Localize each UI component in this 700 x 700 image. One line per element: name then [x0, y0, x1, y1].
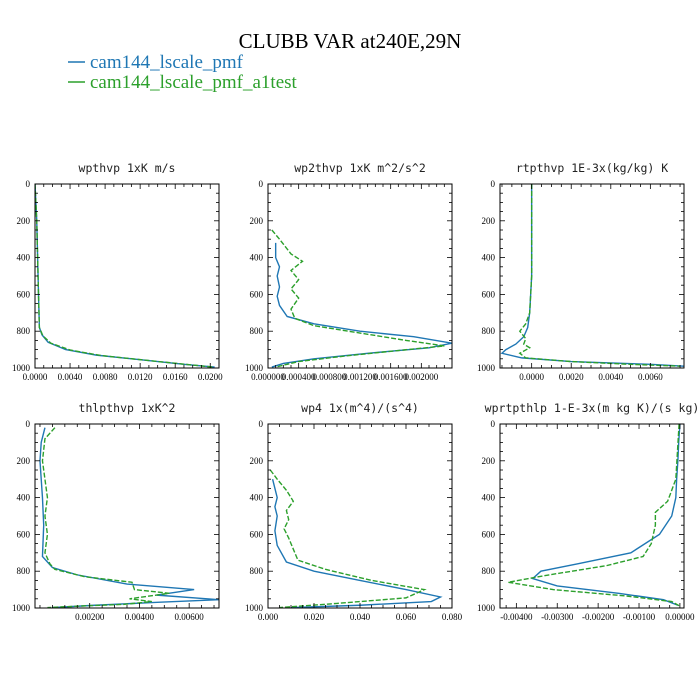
- x-tick-label: 0.0040: [58, 372, 83, 382]
- y-tick-label: 800: [250, 326, 264, 336]
- x-tick-label: -0.00400: [500, 612, 533, 622]
- y-tick-label: 600: [482, 529, 496, 539]
- y-tick-label: 0: [259, 179, 264, 189]
- y-tick-label: 400: [482, 493, 496, 503]
- y-tick-label: 400: [482, 253, 496, 263]
- y-tick-label: 400: [17, 493, 31, 503]
- x-tick-label: 0.002000: [404, 372, 438, 382]
- y-tick-label: 0: [26, 179, 31, 189]
- x-tick-label: 0.000000: [251, 372, 285, 382]
- y-tick-label: 400: [250, 493, 264, 503]
- y-tick-label: 800: [250, 566, 264, 576]
- y-tick-label: 200: [17, 216, 31, 226]
- series-line-1: [39, 427, 219, 608]
- series-line-2: [35, 184, 213, 368]
- y-tick-label: 0: [491, 419, 496, 429]
- x-tick-label: 0.00200: [75, 612, 105, 622]
- x-tick-label: 0.00000: [665, 612, 695, 622]
- x-tick-label: 0.001200: [343, 372, 377, 382]
- y-tick-label: 400: [17, 253, 31, 263]
- x-tick-label: 0.080: [442, 612, 463, 622]
- panel-title: wpthvp 1xK m/s: [79, 161, 176, 175]
- series-line-2: [508, 424, 681, 607]
- x-tick-label: 0.000400: [282, 372, 316, 382]
- x-tick-label: -0.00200: [582, 612, 615, 622]
- y-tick-label: 1000: [477, 363, 496, 373]
- x-tick-label: 0.00400: [125, 612, 155, 622]
- y-tick-label: 600: [17, 289, 31, 299]
- legend-label-2: cam144_lscale_pmf_a1test: [90, 72, 298, 93]
- series-line-1: [500, 184, 684, 367]
- plot-frame: [499, 423, 685, 609]
- series-line-2: [518, 184, 681, 367]
- x-tick-label: 0.000800: [312, 372, 346, 382]
- x-tick-label: 0.0000: [519, 372, 544, 382]
- y-tick-label: 1000: [245, 603, 264, 613]
- x-tick-label: 0.0000: [23, 372, 48, 382]
- y-tick-label: 400: [250, 253, 264, 263]
- x-tick-label: 0.0120: [128, 372, 153, 382]
- y-tick-label: 1000: [12, 603, 31, 613]
- x-tick-label: 0.00600: [175, 612, 205, 622]
- panel-2: wp2thvp 1xK m^2/s^2020040060080010000.00…: [245, 161, 453, 382]
- x-tick-label: 0.0080: [93, 372, 118, 382]
- panel-3: rtpthvp 1E-3x(kg/kg) K 0 200 400 600 800 1000 0…: [477, 161, 685, 382]
- x-tick-label: 0.0200: [198, 372, 223, 382]
- y-tick-label: 0: [26, 419, 31, 429]
- legend: cam144_lscale_pmf cam144_lscale_pmf_a1te…: [68, 52, 298, 93]
- x-tick-label: -0.00100: [623, 612, 656, 622]
- y-tick-label: 600: [250, 529, 264, 539]
- x-tick-label: 0.060: [396, 612, 417, 622]
- plot-frame: [499, 183, 685, 369]
- panel-title: wp4 1x(m^4)/(s^4): [301, 401, 419, 415]
- y-tick-label: 600: [482, 289, 496, 299]
- y-tick-label: 0: [491, 179, 496, 189]
- x-tick-label: 0.000: [258, 612, 279, 622]
- y-tick-label: 800: [17, 566, 31, 576]
- y-tick-label: 800: [17, 326, 31, 336]
- series-line-2: [271, 229, 445, 368]
- y-tick-label: 600: [17, 529, 31, 539]
- x-tick-label: 0.020: [304, 612, 325, 622]
- series-line-2: [269, 469, 427, 608]
- y-tick-label: 1000: [245, 363, 264, 373]
- panel-title: wp2thvp 1xK m^2/s^2: [294, 161, 426, 175]
- x-tick-label: 0.0020: [559, 372, 584, 382]
- panel-4: thlpthvp 1xK^2 0 200 400 600 800 1000 0.00200 0.…: [12, 401, 220, 622]
- y-tick-label: 200: [250, 216, 264, 226]
- panel-title: thlpthvp 1xK^2: [79, 401, 176, 415]
- y-tick-label: 1000: [12, 363, 31, 373]
- x-tick-label: -0.00300: [541, 612, 574, 622]
- figure-title: CLUBB VAR at240E,29N: [239, 29, 462, 53]
- y-tick-label: 600: [250, 289, 264, 299]
- series-line-1: [271, 479, 443, 608]
- panel-6: wprtpthlp 1-E-3x(m kg K)/(s kg) 0 200 400 60…: [477, 401, 699, 622]
- y-tick-label: 200: [250, 456, 264, 466]
- plot-frame: [34, 423, 220, 609]
- y-tick-label: 800: [482, 566, 496, 576]
- y-tick-label: 200: [17, 456, 31, 466]
- x-tick-label: 0.040: [350, 612, 371, 622]
- x-tick-label: 0.001600: [374, 372, 408, 382]
- x-tick-label: 0.0060: [638, 372, 663, 382]
- y-tick-label: 200: [482, 216, 496, 226]
- x-tick-label: 0.0160: [163, 372, 188, 382]
- panel-title: rtpthvp 1E-3x(kg/kg) K: [516, 161, 668, 175]
- series-line-1: [531, 424, 681, 606]
- plot-frame: [34, 183, 220, 369]
- legend-label-1: cam144_lscale_pmf: [90, 52, 244, 73]
- y-tick-label: 1000: [477, 603, 496, 613]
- y-tick-label: 200: [482, 456, 496, 466]
- panel-title: wprtpthlp 1-E-3x(m kg K)/(s kg): [485, 401, 700, 415]
- x-tick-label: 0.0040: [598, 372, 623, 382]
- y-tick-label: 800: [482, 326, 496, 336]
- series-line-1: [35, 184, 215, 368]
- series-line-2: [41, 427, 170, 608]
- y-tick-label: 0: [259, 419, 264, 429]
